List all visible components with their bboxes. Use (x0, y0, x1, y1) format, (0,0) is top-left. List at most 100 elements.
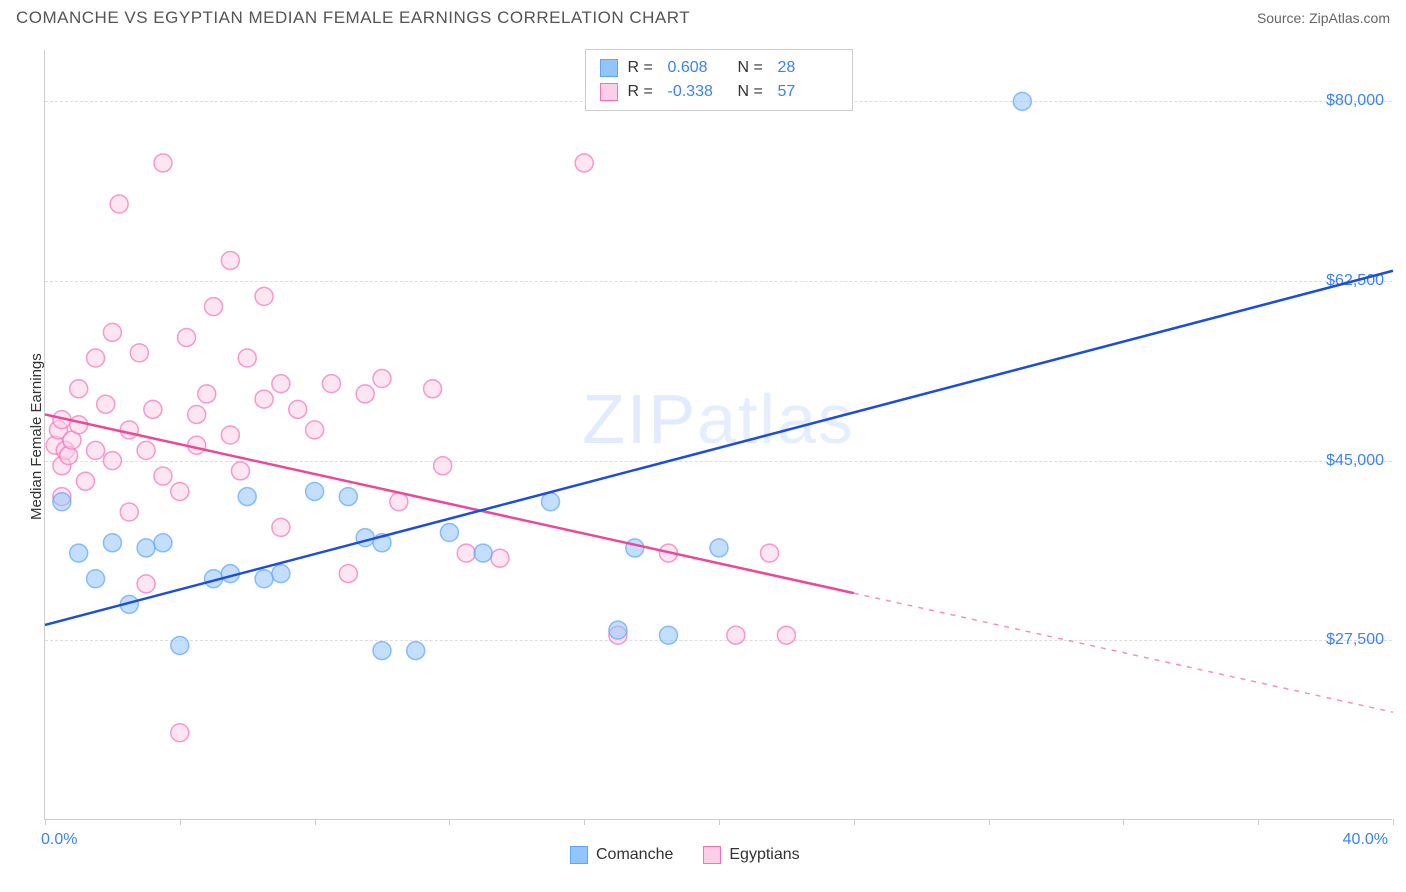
data-point (272, 375, 290, 393)
data-point (727, 626, 745, 644)
scatter-svg (45, 50, 1392, 819)
x-tick (719, 819, 720, 825)
data-point (53, 493, 71, 511)
x-tick (180, 819, 181, 825)
data-point (710, 539, 728, 557)
swatch-a-icon (570, 846, 588, 864)
data-point (306, 482, 324, 500)
data-point (491, 549, 509, 567)
data-point (390, 493, 408, 511)
data-point (103, 452, 121, 470)
data-point (373, 642, 391, 660)
chart-title: COMANCHE VS EGYPTIAN MEDIAN FEMALE EARNI… (16, 8, 690, 28)
data-point (110, 195, 128, 213)
source-attribution: Source: ZipAtlas.com (1257, 10, 1390, 26)
data-point (356, 529, 374, 547)
data-point (255, 287, 273, 305)
legend-row-a: R = 0.608 N = 28 (600, 56, 838, 80)
data-point (137, 441, 155, 459)
data-point (373, 370, 391, 388)
data-point (322, 375, 340, 393)
data-point (120, 503, 138, 521)
data-point (339, 565, 357, 583)
data-point (70, 416, 88, 434)
data-point (221, 426, 239, 444)
x-tick (854, 819, 855, 825)
data-point (306, 421, 324, 439)
data-point (424, 380, 442, 398)
data-point (198, 385, 216, 403)
data-point (474, 544, 492, 562)
x-tick (584, 819, 585, 825)
data-point (76, 472, 94, 490)
chart-plot-area: ZIPatlas $27,500$45,000$62,500$80,000 R … (44, 50, 1392, 820)
x-axis-min-label: 0.0% (41, 831, 77, 849)
data-point (171, 482, 189, 500)
data-point (238, 349, 256, 367)
data-point (238, 488, 256, 506)
x-tick (1258, 819, 1259, 825)
legend-item-b: Egyptians (703, 846, 799, 864)
x-axis-max-label: 40.0% (1343, 831, 1388, 849)
data-point (103, 534, 121, 552)
data-point (87, 570, 105, 588)
trend-line-extrapolated (854, 593, 1393, 712)
data-point (70, 544, 88, 562)
data-point (144, 400, 162, 418)
data-point (761, 544, 779, 562)
data-point (70, 380, 88, 398)
data-point (97, 395, 115, 413)
data-point (231, 462, 249, 480)
chart-header: COMANCHE VS EGYPTIAN MEDIAN FEMALE EARNI… (0, 0, 1406, 32)
x-tick (45, 819, 46, 825)
data-point (171, 636, 189, 654)
x-tick (989, 819, 990, 825)
data-point (777, 626, 795, 644)
data-point (87, 441, 105, 459)
data-point (178, 328, 196, 346)
data-point (659, 626, 677, 644)
x-tick (1123, 819, 1124, 825)
data-point (87, 349, 105, 367)
data-point (120, 421, 138, 439)
data-point (626, 539, 644, 557)
data-point (154, 467, 172, 485)
data-point (221, 251, 239, 269)
data-point (154, 534, 172, 552)
y-axis-title: Median Female Earnings (28, 353, 45, 520)
trend-line (45, 271, 1393, 625)
data-point (171, 724, 189, 742)
data-point (575, 154, 593, 172)
data-point (255, 570, 273, 588)
data-point (188, 405, 206, 423)
legend-correlation: R = 0.608 N = 28 R = -0.338 N = 57 (585, 49, 853, 111)
data-point (272, 518, 290, 536)
x-tick (449, 819, 450, 825)
trend-line (45, 414, 854, 593)
data-point (130, 344, 148, 362)
data-point (609, 621, 627, 639)
x-tick (1393, 819, 1394, 825)
data-point (137, 539, 155, 557)
data-point (457, 544, 475, 562)
x-tick (315, 819, 316, 825)
data-point (339, 488, 357, 506)
data-point (440, 524, 458, 542)
data-point (154, 154, 172, 172)
data-point (542, 493, 560, 511)
data-point (356, 385, 374, 403)
data-point (137, 575, 155, 593)
legend-series: Comanche Egyptians (570, 846, 800, 864)
data-point (407, 642, 425, 660)
data-point (188, 436, 206, 454)
legend-row-b: R = -0.338 N = 57 (600, 80, 838, 104)
data-point (1013, 92, 1031, 110)
swatch-b-icon (703, 846, 721, 864)
data-point (255, 390, 273, 408)
swatch-a-icon (600, 59, 618, 77)
data-point (205, 298, 223, 316)
data-point (272, 565, 290, 583)
data-point (103, 323, 121, 341)
legend-item-a: Comanche (570, 846, 673, 864)
series-a-points (53, 92, 1031, 659)
